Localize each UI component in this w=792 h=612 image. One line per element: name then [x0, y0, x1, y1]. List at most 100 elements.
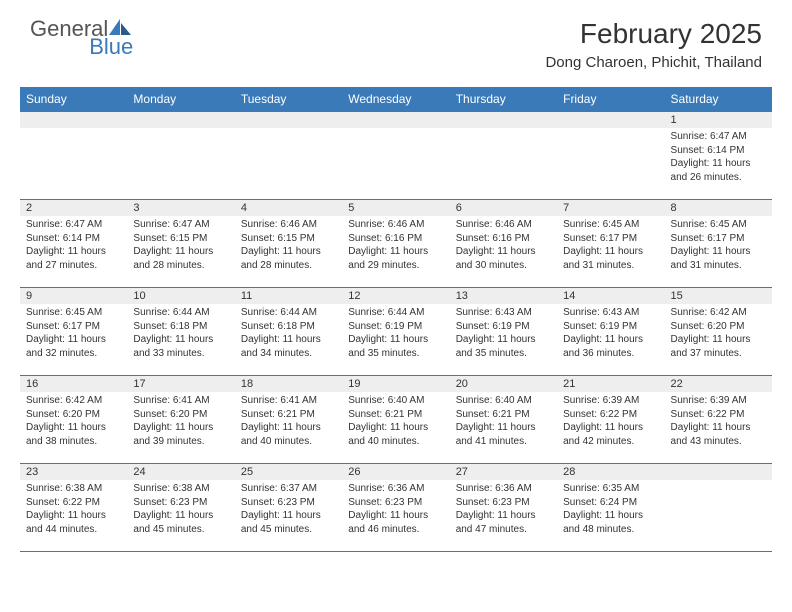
day-number-empty	[557, 112, 664, 128]
sunrise-label: Sunrise:	[671, 307, 708, 318]
sunset-label: Sunset:	[241, 321, 275, 332]
sunset-value: 6:20 PM	[707, 321, 744, 332]
day-body-empty	[665, 480, 772, 486]
sunrise-value: 6:38 AM	[65, 483, 102, 494]
calendar-cell: 3Sunrise: 6:47 AMSunset: 6:15 PMDaylight…	[127, 200, 234, 288]
sunrise-label: Sunrise:	[671, 395, 708, 406]
sunset-value: 6:17 PM	[600, 233, 637, 244]
day-number: 14	[557, 288, 664, 304]
day-body-empty	[450, 128, 557, 134]
daylight-label: Daylight:	[26, 422, 65, 433]
day-number-empty	[235, 112, 342, 128]
daylight-label: Daylight:	[563, 510, 602, 521]
sunrise-label: Sunrise:	[241, 307, 278, 318]
sunset-label: Sunset:	[671, 145, 705, 156]
calendar-cell: 27Sunrise: 6:36 AMSunset: 6:23 PMDayligh…	[450, 464, 557, 552]
day-number-empty	[342, 112, 449, 128]
weekday-header: Saturday	[665, 87, 772, 112]
day-body: Sunrise: 6:46 AMSunset: 6:16 PMDaylight:…	[342, 216, 449, 276]
weekday-header: Monday	[127, 87, 234, 112]
sunset-value: 6:23 PM	[170, 497, 207, 508]
weekday-header: Thursday	[450, 87, 557, 112]
calendar-cell: 6Sunrise: 6:46 AMSunset: 6:16 PMDaylight…	[450, 200, 557, 288]
day-body: Sunrise: 6:45 AMSunset: 6:17 PMDaylight:…	[20, 304, 127, 364]
sunrise-value: 6:38 AM	[173, 483, 210, 494]
day-number-empty	[127, 112, 234, 128]
sunrise-label: Sunrise:	[26, 483, 63, 494]
day-number: 12	[342, 288, 449, 304]
sunset-label: Sunset:	[133, 321, 167, 332]
calendar-row: 1Sunrise: 6:47 AMSunset: 6:14 PMDaylight…	[20, 112, 772, 200]
calendar-row: 9Sunrise: 6:45 AMSunset: 6:17 PMDaylight…	[20, 288, 772, 376]
logo-text-blue: Blue	[89, 36, 133, 58]
sunset-value: 6:23 PM	[385, 497, 422, 508]
sunrise-label: Sunrise:	[26, 219, 63, 230]
sunrise-label: Sunrise:	[671, 219, 708, 230]
daylight-label: Daylight:	[456, 334, 495, 345]
weekday-header-row: Sunday Monday Tuesday Wednesday Thursday…	[20, 87, 772, 112]
day-number: 1	[665, 112, 772, 128]
daylight-label: Daylight:	[241, 422, 280, 433]
day-number: 18	[235, 376, 342, 392]
calendar-cell-empty	[665, 464, 772, 552]
sunrise-label: Sunrise:	[133, 219, 170, 230]
calendar-row: 23Sunrise: 6:38 AMSunset: 6:22 PMDayligh…	[20, 464, 772, 552]
day-body-empty	[235, 128, 342, 134]
sunrise-label: Sunrise:	[241, 395, 278, 406]
calendar-cell: 9Sunrise: 6:45 AMSunset: 6:17 PMDaylight…	[20, 288, 127, 376]
sunrise-label: Sunrise:	[133, 307, 170, 318]
sunset-label: Sunset:	[671, 409, 705, 420]
day-number: 9	[20, 288, 127, 304]
calendar-cell: 4Sunrise: 6:46 AMSunset: 6:15 PMDaylight…	[235, 200, 342, 288]
sunset-value: 6:17 PM	[63, 321, 100, 332]
sunset-label: Sunset:	[348, 233, 382, 244]
daylight-label: Daylight:	[456, 246, 495, 257]
sunrise-value: 6:36 AM	[495, 483, 532, 494]
sunset-label: Sunset:	[26, 233, 60, 244]
day-number: 20	[450, 376, 557, 392]
sunset-value: 6:14 PM	[63, 233, 100, 244]
sunset-label: Sunset:	[671, 233, 705, 244]
day-number: 5	[342, 200, 449, 216]
day-body: Sunrise: 6:44 AMSunset: 6:18 PMDaylight:…	[127, 304, 234, 364]
daylight-label: Daylight:	[563, 334, 602, 345]
day-body: Sunrise: 6:45 AMSunset: 6:17 PMDaylight:…	[557, 216, 664, 276]
location-subtitle: Dong Charoen, Phichit, Thailand	[545, 54, 762, 71]
daylight-label: Daylight:	[26, 334, 65, 345]
sunrise-value: 6:47 AM	[710, 131, 747, 142]
calendar-cell-empty	[20, 112, 127, 200]
sunset-label: Sunset:	[456, 321, 490, 332]
day-body: Sunrise: 6:37 AMSunset: 6:23 PMDaylight:…	[235, 480, 342, 540]
sunset-value: 6:17 PM	[707, 233, 744, 244]
day-number: 27	[450, 464, 557, 480]
weekday-header: Tuesday	[235, 87, 342, 112]
calendar-cell: 13Sunrise: 6:43 AMSunset: 6:19 PMDayligh…	[450, 288, 557, 376]
day-body: Sunrise: 6:43 AMSunset: 6:19 PMDaylight:…	[557, 304, 664, 364]
calendar-cell: 5Sunrise: 6:46 AMSunset: 6:16 PMDaylight…	[342, 200, 449, 288]
daylight-label: Daylight:	[133, 246, 172, 257]
sunset-value: 6:18 PM	[278, 321, 315, 332]
sunset-label: Sunset:	[241, 497, 275, 508]
day-body: Sunrise: 6:44 AMSunset: 6:18 PMDaylight:…	[235, 304, 342, 364]
daylight-label: Daylight:	[133, 422, 172, 433]
sunrise-label: Sunrise:	[456, 395, 493, 406]
sunrise-label: Sunrise:	[563, 395, 600, 406]
day-body: Sunrise: 6:47 AMSunset: 6:15 PMDaylight:…	[127, 216, 234, 276]
day-body: Sunrise: 6:44 AMSunset: 6:19 PMDaylight:…	[342, 304, 449, 364]
sunrise-label: Sunrise:	[241, 483, 278, 494]
day-number: 19	[342, 376, 449, 392]
sunset-value: 6:24 PM	[600, 497, 637, 508]
sunrise-value: 6:39 AM	[603, 395, 640, 406]
day-body: Sunrise: 6:35 AMSunset: 6:24 PMDaylight:…	[557, 480, 664, 540]
sunset-value: 6:21 PM	[492, 409, 529, 420]
calendar-cell: 7Sunrise: 6:45 AMSunset: 6:17 PMDaylight…	[557, 200, 664, 288]
sunset-label: Sunset:	[671, 321, 705, 332]
sunrise-label: Sunrise:	[348, 219, 385, 230]
calendar-cell: 16Sunrise: 6:42 AMSunset: 6:20 PMDayligh…	[20, 376, 127, 464]
sunset-label: Sunset:	[456, 233, 490, 244]
calendar-cell: 2Sunrise: 6:47 AMSunset: 6:14 PMDaylight…	[20, 200, 127, 288]
calendar-cell: 12Sunrise: 6:44 AMSunset: 6:19 PMDayligh…	[342, 288, 449, 376]
daylight-label: Daylight:	[241, 334, 280, 345]
sunrise-value: 6:47 AM	[65, 219, 102, 230]
calendar-cell: 20Sunrise: 6:40 AMSunset: 6:21 PMDayligh…	[450, 376, 557, 464]
